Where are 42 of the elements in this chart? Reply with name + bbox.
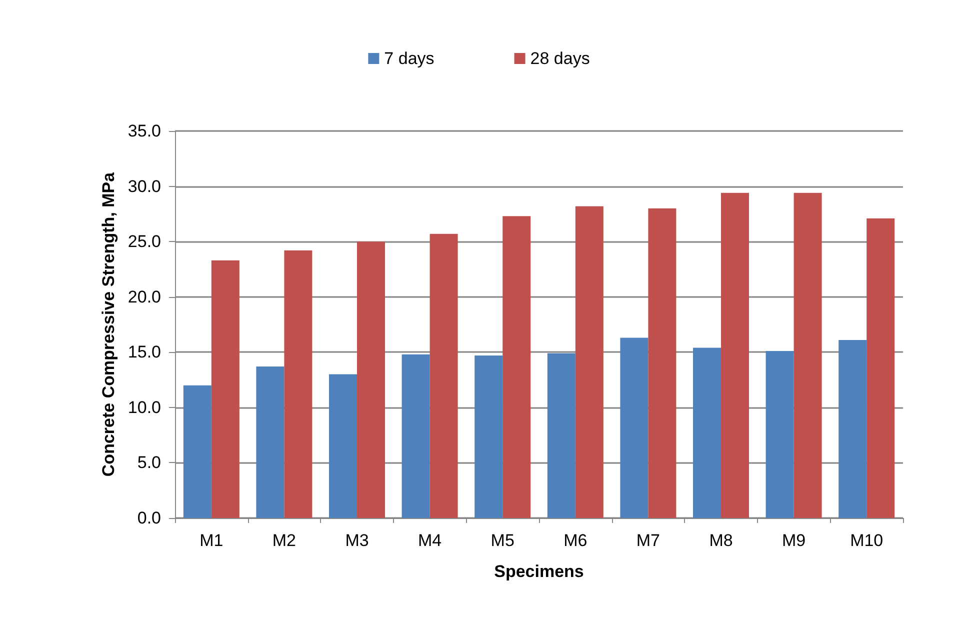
x-tick-label: M7 [636,531,660,550]
legend-label: 7 days [384,49,434,68]
y-tick-label: 35.0 [128,122,161,140]
bar [211,260,240,518]
bar [256,366,284,518]
x-tick-label: M9 [782,531,806,550]
bar [575,206,604,518]
bar [766,351,794,518]
bar [502,216,531,518]
bar [357,242,385,518]
bar [648,208,676,518]
bar [183,385,212,518]
x-axis-title: Specimens [494,562,584,581]
bar [474,355,503,518]
legend-label: 28 days [530,49,590,68]
y-tick-label: 15.0 [128,342,161,362]
x-tick-label: M3 [345,531,369,550]
bar [430,234,458,518]
bar [620,338,648,518]
bar [693,348,721,518]
x-tick-label: M6 [564,531,588,550]
x-tick-label: M4 [418,531,442,550]
y-axis-title: Concrete Compressive Strength, MPa [99,172,118,477]
bar [838,340,867,518]
bar [284,250,312,518]
y-tick-label: 0.0 [137,508,161,528]
bar [329,374,357,518]
y-tick-label: 10.0 [128,398,161,417]
x-tick-label: M8 [709,531,733,550]
bar [402,354,430,518]
y-tick-label: 20.0 [128,287,161,306]
y-tick-label: 5.0 [137,453,161,472]
x-tick-label: M10 [850,531,884,550]
y-tick-label: 30.0 [128,176,161,196]
bar [547,353,576,518]
bar [794,192,822,518]
x-tick-label: M1 [200,531,224,550]
bar [866,218,895,518]
bar [721,192,749,518]
y-tick-label: 25.0 [128,232,161,252]
x-tick-label: M5 [490,531,514,550]
x-tick-label: M2 [272,531,296,550]
